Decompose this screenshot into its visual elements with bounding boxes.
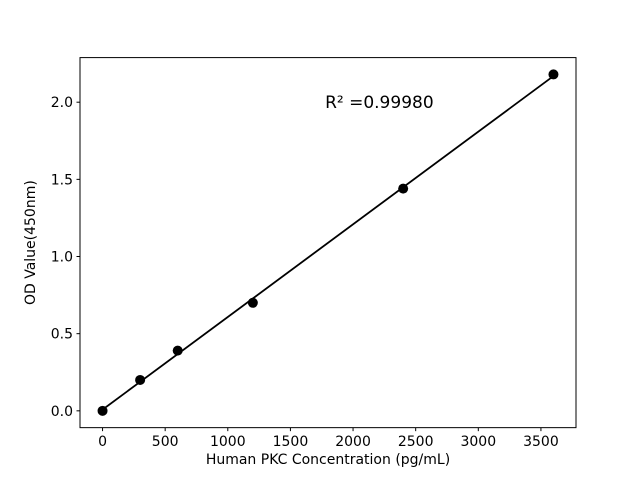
y-tick-label: 1.0 bbox=[51, 250, 73, 266]
data-point-marker bbox=[97, 405, 108, 416]
y-tick-label: 1.5 bbox=[51, 172, 73, 188]
x-tick-label: 0 bbox=[98, 434, 107, 450]
x-tick-label: 500 bbox=[152, 434, 179, 450]
data-point-marker bbox=[398, 183, 409, 194]
data-point-marker bbox=[548, 69, 559, 80]
fit-line bbox=[102, 75, 554, 411]
y-tick-label: 0.5 bbox=[51, 327, 73, 343]
y-tick-label: 0.0 bbox=[51, 404, 73, 420]
data-point-marker bbox=[172, 345, 183, 356]
plot-layer: 0 500 1000 1500 2000 2500 3000 3500 0.0 0.5 1.0 1.5… bbox=[51, 57, 577, 450]
x-tick-label: 3000 bbox=[460, 434, 496, 450]
x-tick-label: 1000 bbox=[210, 434, 246, 450]
data-point-marker bbox=[135, 374, 146, 385]
y-tick-label: 2.0 bbox=[51, 95, 73, 111]
x-tick-label: 3500 bbox=[523, 434, 559, 450]
data-point-marker bbox=[247, 297, 258, 308]
x-axis-label: Human PKC Concentration (pg/mL) bbox=[206, 452, 450, 468]
plot-area-border bbox=[79, 57, 577, 429]
x-tick-label: 2500 bbox=[398, 434, 434, 450]
r-squared-annotation: R² =0.99980 bbox=[325, 93, 434, 113]
x-tick-label: 1500 bbox=[273, 434, 309, 450]
y-axis-label: OD Value(450nm) bbox=[23, 180, 39, 305]
x-tick-label: 2000 bbox=[335, 434, 371, 450]
